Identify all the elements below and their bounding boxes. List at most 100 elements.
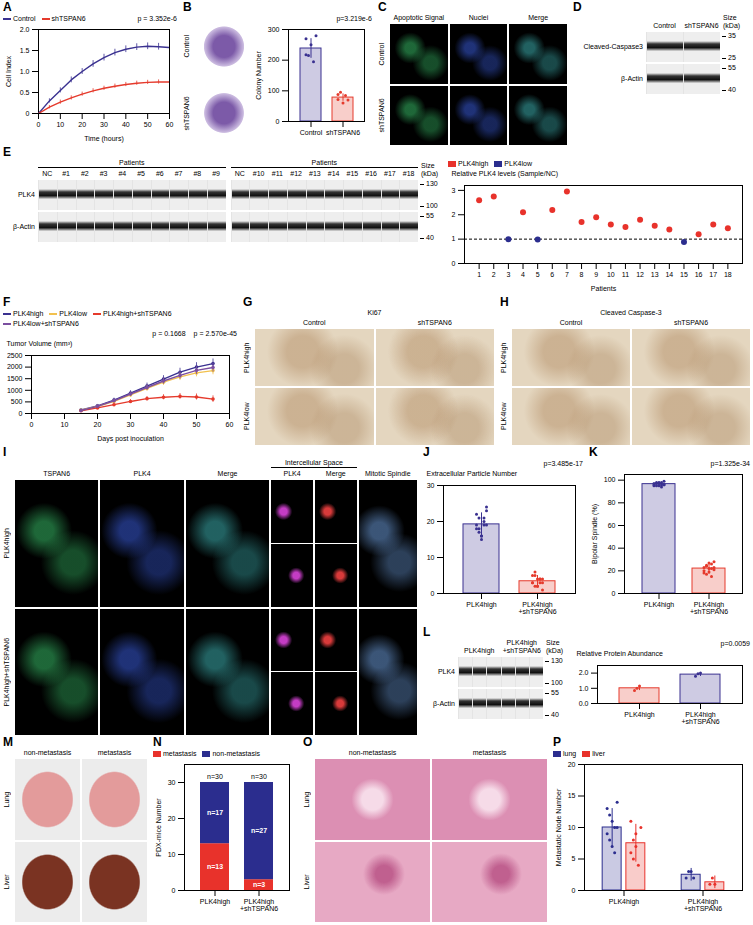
svg-text:2.0: 2.0 xyxy=(20,26,30,33)
svg-text:500: 500 xyxy=(11,398,23,405)
svg-text:40: 40 xyxy=(608,544,616,551)
svg-text:6: 6 xyxy=(550,271,554,278)
svg-text:10: 10 xyxy=(568,824,576,831)
svg-text:30: 30 xyxy=(427,482,435,489)
svg-text:Days post inoculation: Days post inoculation xyxy=(97,435,164,443)
svg-text:n=13: n=13 xyxy=(207,863,223,870)
svg-text:20: 20 xyxy=(608,567,616,574)
svg-text:Control: Control xyxy=(300,129,323,136)
svg-text:7: 7 xyxy=(565,271,569,278)
svg-text:60: 60 xyxy=(608,522,616,529)
svg-text:30: 30 xyxy=(127,421,135,428)
svg-text:PLK4high+shTSPAN6: PLK4high+shTSPAN6 xyxy=(684,898,722,912)
svg-text:50: 50 xyxy=(193,421,201,428)
svg-text:0: 0 xyxy=(276,118,280,125)
svg-text:0: 0 xyxy=(19,410,23,417)
svg-text:60: 60 xyxy=(166,121,174,128)
svg-text:9: 9 xyxy=(594,271,598,278)
svg-text:2: 2 xyxy=(452,211,456,218)
svg-text:shTSPAN6: shTSPAN6 xyxy=(326,129,360,136)
svg-text:4: 4 xyxy=(521,271,525,278)
svg-text:n=30: n=30 xyxy=(207,773,223,780)
svg-text:PLK4high+shTSPAN6: PLK4high+shTSPAN6 xyxy=(681,711,719,725)
svg-text:40: 40 xyxy=(122,121,130,128)
svg-text:PDX-mice Number: PDX-mice Number xyxy=(155,798,162,857)
svg-text:40: 40 xyxy=(160,421,168,428)
svg-text:0: 0 xyxy=(612,590,616,597)
svg-text:10: 10 xyxy=(427,554,435,561)
svg-text:0: 0 xyxy=(37,121,41,128)
svg-text:100: 100 xyxy=(604,476,616,483)
svg-text:200: 200 xyxy=(268,56,280,63)
svg-text:100: 100 xyxy=(268,87,280,94)
svg-text:13: 13 xyxy=(651,271,659,278)
svg-text:20: 20 xyxy=(78,121,86,128)
svg-text:PLK4high: PLK4high xyxy=(624,711,654,719)
svg-text:PLK4high: PLK4high xyxy=(644,601,674,609)
svg-text:15: 15 xyxy=(568,792,576,799)
svg-text:300: 300 xyxy=(268,26,280,33)
svg-text:n=17: n=17 xyxy=(207,809,223,816)
svg-text:5: 5 xyxy=(572,855,576,862)
svg-text:0.0: 0.0 xyxy=(579,700,589,707)
svg-text:PLK4high: PLK4high xyxy=(609,898,639,906)
svg-text:PLK4high+shTSPAN6: PLK4high+shTSPAN6 xyxy=(240,898,278,912)
svg-text:PLK4high+shTSPAN6: PLK4high+shTSPAN6 xyxy=(518,601,556,615)
svg-text:Tumor Volume (mm³): Tumor Volume (mm³) xyxy=(7,340,73,348)
svg-text:n=3: n=3 xyxy=(253,881,265,888)
svg-text:80: 80 xyxy=(608,499,616,506)
svg-text:1: 1 xyxy=(477,271,481,278)
svg-text:0: 0 xyxy=(172,887,176,894)
svg-text:20: 20 xyxy=(168,815,176,822)
svg-text:Metastatic Node Number: Metastatic Node Number xyxy=(555,788,562,866)
svg-text:10: 10 xyxy=(56,121,64,128)
svg-text:3: 3 xyxy=(506,271,510,278)
svg-text:0: 0 xyxy=(572,887,576,894)
svg-text:16: 16 xyxy=(695,271,703,278)
svg-text:20: 20 xyxy=(568,761,576,768)
svg-text:14: 14 xyxy=(665,271,673,278)
svg-text:1.5: 1.5 xyxy=(20,47,30,54)
svg-text:12: 12 xyxy=(636,271,644,278)
svg-text:2.0: 2.0 xyxy=(579,669,589,676)
svg-text:0: 0 xyxy=(452,260,456,267)
svg-text:Cell Index: Cell Index xyxy=(5,55,12,87)
svg-text:1: 1 xyxy=(452,235,456,242)
svg-text:1.0: 1.0 xyxy=(20,68,30,75)
svg-text:15: 15 xyxy=(680,271,688,278)
svg-text:10: 10 xyxy=(61,421,69,428)
svg-text:Patients: Patients xyxy=(591,285,617,292)
svg-text:3: 3 xyxy=(452,187,456,194)
svg-text:1.0: 1.0 xyxy=(579,685,589,692)
svg-text:18: 18 xyxy=(724,271,732,278)
svg-text:1000: 1000 xyxy=(7,387,23,394)
svg-text:0.5: 0.5 xyxy=(20,89,30,96)
svg-text:Extracellular Particle Number: Extracellular Particle Number xyxy=(427,470,518,477)
svg-text:8: 8 xyxy=(580,271,584,278)
svg-text:20: 20 xyxy=(427,518,435,525)
svg-text:10: 10 xyxy=(168,851,176,858)
svg-text:30: 30 xyxy=(168,779,176,786)
svg-text:10: 10 xyxy=(607,271,615,278)
svg-text:50: 50 xyxy=(144,121,152,128)
svg-text:0: 0 xyxy=(30,421,34,428)
svg-text:11: 11 xyxy=(622,271,629,278)
svg-text:0: 0 xyxy=(26,110,30,117)
svg-text:Time (hours): Time (hours) xyxy=(84,135,123,143)
svg-text:2000: 2000 xyxy=(7,363,23,370)
svg-text:0: 0 xyxy=(431,590,435,597)
svg-text:Relative Protein Abundance: Relative Protein Abundance xyxy=(577,650,663,657)
svg-text:17: 17 xyxy=(709,271,717,278)
svg-text:2500: 2500 xyxy=(7,352,23,359)
svg-text:5: 5 xyxy=(536,271,540,278)
svg-text:PLK4high+shTSPAN6: PLK4high+shTSPAN6 xyxy=(690,601,728,615)
svg-text:1500: 1500 xyxy=(7,375,23,382)
svg-text:PLK4high: PLK4high xyxy=(466,601,496,609)
svg-text:n=27: n=27 xyxy=(251,827,267,834)
svg-text:Relative PLK4 levels (Sample/N: Relative PLK4 levels (Sample/NC) xyxy=(452,170,559,178)
svg-text:PLK4high: PLK4high xyxy=(200,898,230,906)
svg-text:60: 60 xyxy=(226,421,234,428)
svg-text:20: 20 xyxy=(94,421,102,428)
svg-text:n=30: n=30 xyxy=(251,773,267,780)
svg-text:30: 30 xyxy=(100,121,108,128)
